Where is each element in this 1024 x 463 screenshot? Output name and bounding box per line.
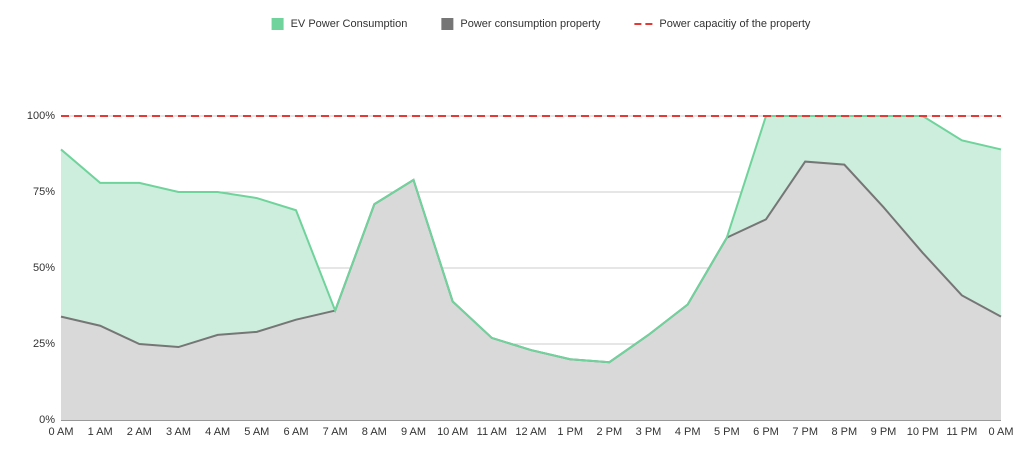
area bbox=[61, 161, 1001, 420]
x-tick-label: 5 PM bbox=[714, 426, 740, 438]
x-tick-label: 11 AM bbox=[477, 426, 507, 438]
legend-label: EV Power Consumption bbox=[291, 18, 408, 30]
legend-item: EV Power Consumption bbox=[271, 18, 408, 30]
x-tick-label: 9 AM bbox=[401, 426, 426, 438]
x-tick-label: 5 AM bbox=[244, 426, 269, 438]
x-tick-label: 2 PM bbox=[596, 426, 622, 438]
y-tick-label: 25% bbox=[33, 338, 55, 350]
x-tick-label: 8 AM bbox=[362, 426, 387, 438]
y-tick-label: 100% bbox=[27, 110, 55, 122]
x-tick-label: 8 PM bbox=[831, 426, 857, 438]
legend-swatch bbox=[271, 18, 284, 30]
legend-label: Power consumption property bbox=[460, 18, 601, 30]
x-tick-label: 0 AM bbox=[988, 426, 1013, 438]
x-tick-label: 7 AM bbox=[323, 426, 348, 438]
x-tick-label: 2 AM bbox=[127, 426, 152, 438]
legend-swatch bbox=[441, 18, 454, 30]
x-tick-label: 7 PM bbox=[792, 426, 818, 438]
y-tick-label: 0% bbox=[39, 414, 55, 426]
x-tick-label: 1 AM bbox=[88, 426, 113, 438]
x-tick-label: 4 PM bbox=[675, 426, 701, 438]
areas bbox=[61, 116, 1001, 420]
y-tick-label: 75% bbox=[33, 186, 55, 198]
legend-item: Power capacitiy of the property bbox=[634, 18, 811, 30]
x-tick-label: 3 AM bbox=[166, 426, 191, 438]
y-tick-label: 50% bbox=[33, 262, 55, 274]
x-tick-label: 3 PM bbox=[636, 426, 662, 438]
x-tick-label: 1 PM bbox=[557, 426, 583, 438]
x-tick-label: 6 PM bbox=[753, 426, 779, 438]
x-tick-label: 12 AM bbox=[515, 426, 546, 438]
x-tick-label: 11 PM bbox=[946, 426, 977, 438]
lines bbox=[60, 115, 1002, 364]
x-tick-label: 6 AM bbox=[283, 426, 308, 438]
x-tick-label: 10 PM bbox=[907, 426, 939, 438]
x-tick-label: 0 AM bbox=[48, 426, 73, 438]
legend-label: Power capacitiy of the property bbox=[659, 18, 811, 30]
legend-item: Power consumption property bbox=[441, 18, 601, 30]
x-tick-label: 4 AM bbox=[205, 426, 230, 438]
x-tick-label: 9 PM bbox=[871, 426, 897, 438]
legend: EV Power Consumption Power consumption pr… bbox=[271, 18, 811, 30]
area bbox=[61, 116, 1001, 363]
x-tick-label: 10 AM bbox=[437, 426, 468, 438]
